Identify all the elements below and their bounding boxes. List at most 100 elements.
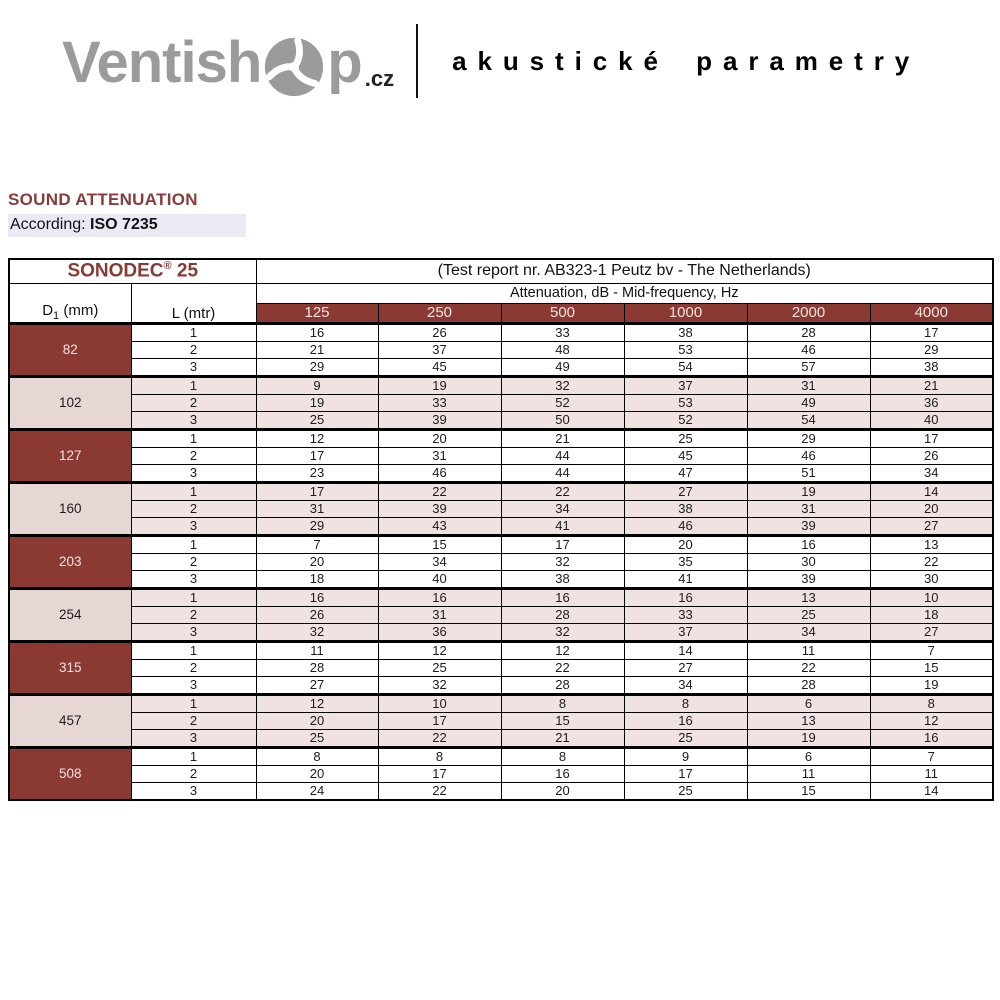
attenuation-value-cell: 46 [746,340,871,359]
attenuation-value-cell: 50 [500,410,625,430]
length-column-header: L (mtr) [130,282,257,324]
attenuation-value-cell: 22 [500,480,625,501]
attenuation-value-cell: 53 [623,340,748,359]
attenuation-value-cell: 22 [869,552,994,571]
attenuation-value-cell: 27 [623,658,748,677]
tagline: akustické parametry [452,45,921,76]
attenuation-value-cell: 18 [869,605,994,624]
diameter-cell: 508 [8,745,132,800]
attenuation-value-cell: 49 [500,357,625,377]
diameter-cell: 127 [8,427,132,483]
attenuation-value-cell: 32 [500,622,625,642]
frequency-header-cell: 1000 [623,302,748,324]
attenuation-value-cell: 52 [623,410,748,430]
product-name-cell: SONODEC® 25 [8,258,257,284]
attenuation-value-cell: 17 [255,480,379,501]
attenuation-value-cell: 15 [869,658,994,677]
attenuation-value-cell: 43 [377,516,502,536]
frequency-header-cell: 500 [500,302,625,324]
attenuation-value-cell: 16 [623,586,748,607]
attenuation-value-cell: 33 [377,393,502,412]
attenuation-value-cell: 33 [623,605,748,624]
attenuation-value-cell: 29 [255,357,379,377]
length-cell: 1 [130,745,257,766]
attenuation-value-cell: 12 [255,427,379,448]
table-row: 203 1 7 15 17 20 16 13 [8,533,994,589]
attenuation-value-cell: 21 [500,427,625,448]
attenuation-value-cell: 11 [746,764,871,783]
attenuation-value-cell: 21 [500,728,625,748]
attenuation-value-cell: 7 [255,533,379,554]
attenuation-value-cell: 46 [623,516,748,536]
attenuation-value-cell: 15 [500,711,625,730]
length-cell: 3 [130,357,257,377]
attenuation-value-cell: 8 [255,745,379,766]
attenuation-value-cell: 28 [255,658,379,677]
table-row: 3 27 32 28 34 28 19 [9,675,994,695]
attenuation-value-cell: 54 [746,410,871,430]
attenuation-value-cell: 29 [255,516,379,536]
attenuation-value-cell: 17 [869,321,994,342]
table-title-row: SONODEC® 25 (Test report nr. AB323-1 Peu… [8,258,994,284]
table-subheader-row: D1 (mm) L (mtr) Attenuation, dB - Mid-fr… [8,282,994,324]
table-row: 82 1 16 26 33 38 28 17 [8,321,994,377]
attenuation-value-cell: 34 [869,463,994,483]
attenuation-value-cell: 17 [377,764,502,783]
attenuation-value-cell: 37 [623,374,748,395]
attenuation-value-cell: 38 [623,321,748,342]
attenuation-value-cell: 14 [623,639,748,660]
attenuation-value-cell: 40 [377,569,502,589]
d-subscript: 1 [53,309,60,322]
attenuation-value-cell: 31 [377,446,502,465]
according-value: ISO 7235 [90,216,158,233]
attenuation-value-cell: 11 [746,639,871,660]
attenuation-value-cell: 53 [623,393,748,412]
attenuation-value-cell: 28 [500,675,625,695]
attenuation-value-cell: 7 [869,745,994,766]
attenuation-value-cell: 19 [255,393,379,412]
attenuation-value-cell: 24 [255,781,379,800]
attenuation-value-cell: 34 [746,622,871,642]
attenuation-value-cell: 45 [377,357,502,377]
attenuation-value-cell: 20 [255,764,379,783]
length-cell: 1 [130,374,257,395]
attenuation-value-cell: 26 [255,605,379,624]
attenuation-value-cell: 18 [255,569,379,589]
attenuation-value-cell: 17 [255,446,379,465]
length-cell: 1 [130,321,257,342]
length-cell: 1 [130,692,257,713]
attenuation-value-cell: 8 [623,692,748,713]
attenuation-value-cell: 20 [869,499,994,518]
table-row: 3 25 22 21 25 19 16 [9,728,994,748]
attenuation-value-cell: 57 [746,357,871,377]
attenuation-value-cell: 19 [377,374,502,395]
attenuation-value-cell: 28 [746,321,871,342]
frequency-header-cell: 2000 [746,302,871,324]
attenuation-value-cell: 12 [255,692,379,713]
table-row: 457 1 12 10 8 8 6 8 [8,692,994,748]
attenuation-value-cell: 37 [377,340,502,359]
table-row: 2 21 37 48 53 46 29 [9,340,994,359]
length-cell: 3 [130,569,257,589]
attenuation-value-cell: 16 [746,533,871,554]
attenuation-value-cell: 48 [500,340,625,359]
attenuation-value-cell: 23 [255,463,379,483]
attenuation-value-cell: 34 [377,552,502,571]
attenuation-value-cell: 6 [746,745,871,766]
diameter-cell: 315 [8,639,132,695]
attenuation-value-cell: 16 [500,764,625,783]
table-row: 2 26 31 28 33 25 18 [9,605,994,624]
product-size: 25 [176,260,199,282]
attenuation-value-cell: 28 [500,605,625,624]
table-row: 160 1 17 22 22 27 19 14 [8,480,994,536]
attenuation-value-cell: 22 [377,728,502,748]
attenuation-value-cell: 30 [746,552,871,571]
length-cell: 2 [130,446,257,465]
attenuation-value-cell: 16 [500,586,625,607]
length-cell: 2 [130,340,257,359]
attenuation-value-cell: 12 [500,639,625,660]
logo-text-left: Ventish [62,30,262,95]
attenuation-value-cell: 25 [255,410,379,430]
table-row: 2 28 25 22 27 22 15 [9,658,994,677]
